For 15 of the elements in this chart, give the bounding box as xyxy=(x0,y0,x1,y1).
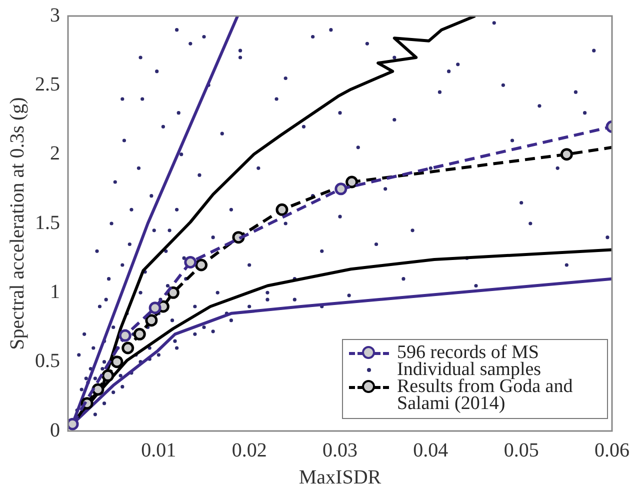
y-axis-title: Spectral acceleration at 0.3s (g) xyxy=(6,97,28,350)
x-tick-label: 0.02 xyxy=(232,439,267,462)
x-tick-label: 0.06 xyxy=(594,439,630,462)
x-tick-label: 0.05 xyxy=(504,439,539,462)
y-tick-label: 3 xyxy=(50,4,60,26)
x-tick-label: 0.01 xyxy=(141,439,176,462)
y-tick-label: 1.5 xyxy=(35,212,60,234)
y-tick-label: 1 xyxy=(50,280,60,303)
y-tick-label: 0.5 xyxy=(35,350,60,372)
x-axis-title: MaxISDR xyxy=(298,466,382,488)
y-tick-label: 0 xyxy=(50,419,60,442)
y-tick-label: 2.5 xyxy=(35,73,60,96)
y-tick-label: 2 xyxy=(50,142,60,165)
x-tick-label: 0.03 xyxy=(322,439,358,462)
x-tick-label: 0.04 xyxy=(413,439,448,462)
